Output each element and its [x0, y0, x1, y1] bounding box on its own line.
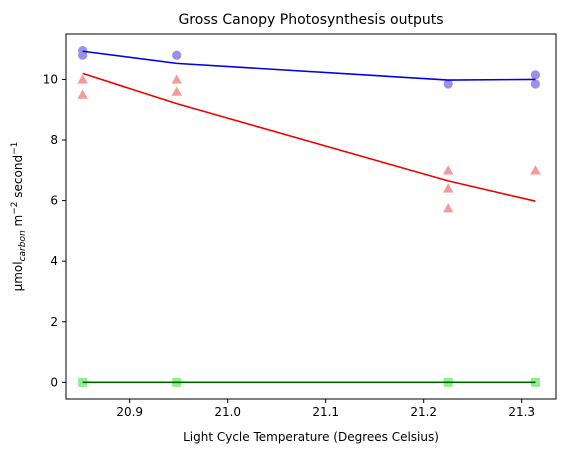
y-tick-label-3: 4	[50, 254, 58, 268]
y-tick-label-1: 0	[50, 375, 58, 389]
y-tick-label-6: 10	[43, 72, 58, 86]
series-1-point-5	[530, 70, 541, 80]
x-tick-label-1: 20.9	[116, 405, 143, 419]
series-2-point-6	[443, 183, 454, 193]
y-axis-title-subscript: carbon	[18, 230, 28, 261]
y-axis-title-superscript-1: −2	[10, 202, 20, 215]
y-axis-title-unit-m: m	[11, 215, 25, 231]
series-2-point-8	[530, 165, 541, 175]
series-2-point-5	[443, 165, 454, 175]
y-axis-title: μmolcarbon m−2 second−1	[10, 142, 28, 292]
x-tick-label-5: 21.3	[508, 405, 535, 419]
x-tick-label-2: 21.0	[214, 405, 241, 419]
series-1-point-4	[443, 79, 453, 89]
x-tick-label-3: 21.1	[312, 405, 339, 419]
series-2-point-1	[77, 74, 88, 84]
series-1-line	[82, 50, 536, 81]
series-2-line	[82, 72, 536, 202]
y-axis-title-prefix: μmol	[11, 261, 25, 291]
y-tick-label-4: 6	[50, 194, 58, 208]
series-1-point-2	[78, 50, 88, 60]
plot-frame	[65, 33, 557, 400]
series-2-point-4	[171, 86, 182, 96]
chart-title: Gross Canopy Photosynthesis outputs	[178, 12, 443, 28]
series-2-point-2	[77, 89, 88, 99]
y-axis-title-unit-second: second	[11, 155, 25, 202]
series-2-point-3	[171, 74, 182, 84]
series-1-point-6	[530, 79, 541, 89]
axes: 20.9 21.0 21.1 21.2 21.3 0 2 4 6 8 10	[43, 33, 557, 419]
y-tick-label-5: 8	[50, 133, 58, 147]
series-1-point-3	[172, 50, 182, 60]
series-2-point-7	[443, 202, 454, 213]
y-tick-label-2: 2	[50, 315, 58, 329]
y-axis-title-superscript-2: −1	[10, 142, 20, 155]
plot-area	[77, 46, 541, 387]
x-tick-label-4: 21.2	[410, 405, 437, 419]
x-axis-title: Light Cycle Temperature (Degrees Celsius…	[183, 430, 439, 444]
